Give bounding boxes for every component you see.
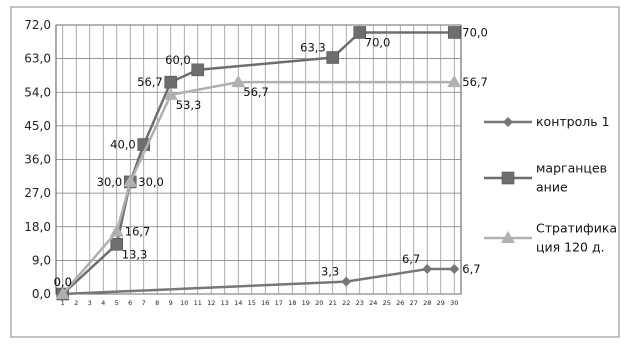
x-tick-label: 20 xyxy=(315,299,323,307)
data-label: 0,0 xyxy=(54,275,72,289)
legend-marker xyxy=(501,231,515,243)
series-line xyxy=(62,267,455,296)
x-axis-tick-labels: 1 2 3 4 5 6 7 8 9 10 11 12 13 14 15 16 17 18 19 20 21 22 23 24 2… xyxy=(61,299,459,307)
x-tick-label: 6 xyxy=(128,299,132,307)
data-label-layer: 0,03,36,76,70,013,330,040,056,760,063,3 7… xyxy=(54,25,488,289)
data-point xyxy=(326,51,340,64)
x-tick-label: 2 xyxy=(74,299,78,307)
x-tick-label: 9 xyxy=(169,299,173,307)
data-label: 70,0 xyxy=(462,25,488,39)
x-tick-label: 19 xyxy=(302,299,310,307)
y-tick-label: 36,0 xyxy=(24,153,51,167)
legend-label: Стратифика xyxy=(536,221,617,236)
x-tick-label: 10 xyxy=(180,299,188,307)
data-label: 53,3 xyxy=(176,98,202,112)
data-point xyxy=(164,75,178,89)
x-tick-label: 12 xyxy=(207,299,215,307)
data-point xyxy=(110,238,124,251)
x-tick-label: 16 xyxy=(261,299,269,307)
x-tick-label: 3 xyxy=(88,299,92,307)
data-label: 56,7 xyxy=(243,85,269,99)
data-label: 6,7 xyxy=(462,262,480,276)
legend-label: ание xyxy=(536,180,568,195)
x-tick-label: 17 xyxy=(275,299,283,307)
data-label: 56,7 xyxy=(462,75,488,89)
legend-marker xyxy=(503,117,513,127)
x-tick-label: 11 xyxy=(194,299,202,307)
data-label: 40,0 xyxy=(110,138,136,152)
grid-lines xyxy=(56,24,461,295)
x-tick-label: 7 xyxy=(142,299,146,307)
y-tick-label: 54,0 xyxy=(24,85,51,99)
data-label: 63,3 xyxy=(300,41,326,55)
y-tick-label: 45,0 xyxy=(24,119,51,133)
data-point xyxy=(231,75,246,88)
data-label: 6,7 xyxy=(402,252,420,266)
data-point xyxy=(191,63,205,77)
y-tick-label: 0,0 xyxy=(32,287,51,301)
legend-label: контроль 1 xyxy=(536,114,610,129)
x-tick-label: 24 xyxy=(369,299,377,307)
y-tick-label: 63,0 xyxy=(24,52,51,66)
legend: контроль 1 марганцев ание Стратифика ция 120… xyxy=(484,114,617,255)
x-tick-label: 13 xyxy=(221,299,229,307)
data-label: 56,7 xyxy=(137,75,163,89)
legend-entry: контроль 1 xyxy=(484,114,610,129)
x-tick-label: 4 xyxy=(101,299,105,307)
series-3 xyxy=(55,75,462,299)
data-point xyxy=(123,174,138,187)
data-point xyxy=(447,75,462,88)
data-point xyxy=(109,224,124,237)
y-tick-label: 18,0 xyxy=(24,220,51,234)
x-tick-label: 30 xyxy=(450,299,458,307)
data-point xyxy=(353,26,367,39)
data-point xyxy=(163,87,178,100)
legend-entry: Стратифика ция 120 д. xyxy=(484,221,617,255)
x-tick-label: 27 xyxy=(410,299,418,307)
x-tick-label: 5 xyxy=(115,299,119,307)
x-tick-label: 23 xyxy=(356,299,364,307)
x-tick-label: 21 xyxy=(329,299,337,307)
series-line xyxy=(61,80,455,295)
data-point xyxy=(449,263,460,274)
data-label: 16,7 xyxy=(125,225,151,239)
x-tick-label: 26 xyxy=(396,299,404,307)
y-tick-label: 72,0 xyxy=(24,18,51,32)
series-layer xyxy=(55,26,462,301)
x-tick-label: 28 xyxy=(423,299,431,307)
x-tick-label: 25 xyxy=(383,299,391,307)
legend-label: ция 120 д. xyxy=(536,240,605,255)
data-label: 0,0 xyxy=(54,275,72,289)
data-label: 60,0 xyxy=(165,53,191,67)
y-tick-label: 27,0 xyxy=(24,186,51,200)
x-tick-label: 18 xyxy=(288,299,296,307)
x-tick-label: 8 xyxy=(155,299,159,307)
legend-marker xyxy=(501,171,515,185)
data-point xyxy=(447,26,461,39)
legend-label: марганцев xyxy=(536,161,607,176)
legend-entry: марганцев ание xyxy=(484,161,607,195)
data-point xyxy=(422,263,433,274)
data-label: 3,3 xyxy=(321,265,339,279)
data-label: 30,0 xyxy=(138,175,164,189)
x-tick-label: 1 xyxy=(61,299,65,307)
data-point xyxy=(341,276,352,287)
x-tick-label: 15 xyxy=(248,299,256,307)
data-label: 30,0 xyxy=(97,175,123,189)
data-point xyxy=(55,287,70,299)
data-label: 13,3 xyxy=(122,247,148,261)
x-tick-label: 22 xyxy=(342,299,350,307)
x-tick-label: 29 xyxy=(437,299,445,307)
y-axis-tick-labels: 0,0 9,0 18,0 27,0 36,0 45,0 54,0 63,0 72,0 xyxy=(24,18,51,301)
data-label: 70,0 xyxy=(365,35,391,49)
y-tick-label: 9,0 xyxy=(32,253,51,267)
x-tick-label: 14 xyxy=(234,299,242,307)
